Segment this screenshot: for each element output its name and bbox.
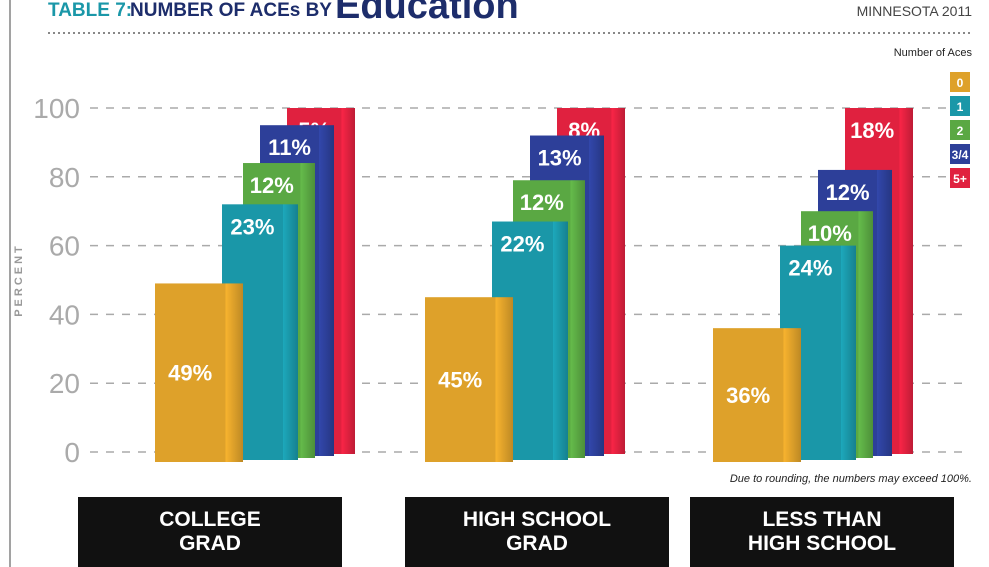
y-tick-label: 20 (49, 368, 80, 399)
value-label: 49% (168, 361, 212, 386)
legend-label: 1 (957, 100, 964, 114)
value-label: 11% (268, 135, 311, 160)
value-label: 12% (520, 190, 564, 215)
subtitle: MINNESOTA 2011 (857, 3, 973, 19)
legend-label: 2 (957, 124, 964, 138)
legend-label: 5+ (953, 172, 967, 186)
category-label: LESS THAN HIGH SCHOOL (690, 497, 954, 567)
y-tick-label: 80 (49, 162, 80, 193)
value-label: 23% (230, 214, 274, 239)
value-label: 13% (538, 146, 582, 171)
chart-title-emphasis: Education (335, 0, 519, 27)
y-tick-label: 40 (49, 299, 80, 330)
legend-label: 3/4 (952, 148, 969, 162)
legend-swatch (950, 120, 970, 140)
bar (425, 297, 513, 462)
category-label: COLLEGE GRAD (78, 497, 342, 567)
category-label: HIGH SCHOOL GRAD (405, 497, 669, 567)
y-tick-label: 0 (64, 437, 80, 468)
legend-swatch (950, 144, 970, 164)
note: Due to rounding, the numbers may exceed … (730, 473, 972, 485)
value-label: 22% (500, 232, 544, 257)
value-label: 10% (808, 221, 852, 246)
value-label: 12% (826, 180, 870, 205)
legend-title: Number of Aces (894, 47, 973, 59)
bar (155, 283, 243, 462)
value-label: 36% (726, 383, 770, 408)
value-label: 24% (788, 256, 832, 281)
y-axis-label: PERCENT (13, 243, 25, 317)
legend-swatch (950, 168, 970, 188)
value-label: 45% (438, 368, 482, 393)
value-label: 18% (850, 118, 894, 143)
legend-label: 0 (957, 76, 964, 90)
chart-title: NUMBER OF ACEs BY (130, 0, 332, 21)
table-label: TABLE 7: (48, 0, 132, 21)
bar (713, 328, 801, 462)
legend-swatch (950, 96, 970, 116)
y-tick-label: 60 (49, 231, 80, 262)
legend-swatch (950, 72, 970, 92)
value-label: 12% (250, 173, 294, 198)
y-tick-label: 100 (33, 93, 80, 124)
